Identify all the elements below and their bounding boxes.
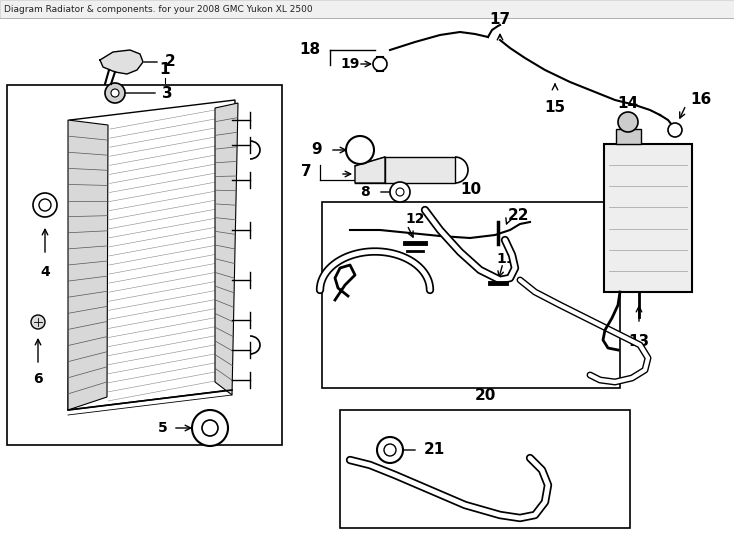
Text: 7: 7 [302, 165, 312, 179]
Circle shape [111, 89, 119, 97]
Text: 4: 4 [40, 265, 50, 279]
Bar [385, 157, 455, 183]
Bar [604, 144, 692, 292]
Text: 9: 9 [311, 143, 322, 158]
Text: 8: 8 [360, 185, 370, 199]
Circle shape [202, 420, 218, 436]
Circle shape [105, 83, 125, 103]
Polygon shape [107, 108, 220, 397]
Circle shape [31, 315, 45, 329]
Text: 13: 13 [628, 334, 650, 349]
Circle shape [192, 410, 228, 446]
Bar [340, 410, 630, 528]
Text: 3: 3 [162, 85, 172, 100]
Text: 16: 16 [690, 92, 711, 107]
Text: 22: 22 [508, 207, 529, 222]
Bar [7, 85, 282, 445]
Text: 19: 19 [340, 57, 360, 71]
Text: 15: 15 [545, 100, 566, 115]
Text: 21: 21 [424, 442, 446, 457]
Polygon shape [215, 103, 238, 395]
Bar [0, 0, 734, 18]
Text: 11: 11 [496, 252, 516, 266]
Text: 14: 14 [617, 97, 639, 111]
Circle shape [618, 112, 638, 132]
Circle shape [390, 182, 410, 202]
Bar [616, 129, 641, 144]
Text: 2: 2 [165, 55, 175, 70]
Circle shape [668, 123, 682, 137]
Polygon shape [100, 50, 143, 74]
Polygon shape [355, 157, 385, 183]
Circle shape [377, 437, 403, 463]
Text: 10: 10 [460, 183, 482, 198]
Text: 18: 18 [299, 43, 320, 57]
Circle shape [384, 444, 396, 456]
Polygon shape [68, 120, 108, 410]
Bar [322, 202, 620, 388]
Text: 17: 17 [490, 12, 511, 27]
Text: 6: 6 [33, 372, 43, 386]
Polygon shape [68, 100, 235, 410]
Circle shape [396, 188, 404, 196]
Text: 1: 1 [160, 63, 170, 78]
Circle shape [39, 199, 51, 211]
Text: 5: 5 [159, 421, 168, 435]
Text: Diagram Radiator & components. for your 2008 GMC Yukon XL 2500: Diagram Radiator & components. for your … [4, 4, 313, 14]
Text: 20: 20 [474, 388, 495, 403]
Circle shape [346, 136, 374, 164]
Circle shape [33, 193, 57, 217]
Text: 12: 12 [405, 212, 424, 226]
